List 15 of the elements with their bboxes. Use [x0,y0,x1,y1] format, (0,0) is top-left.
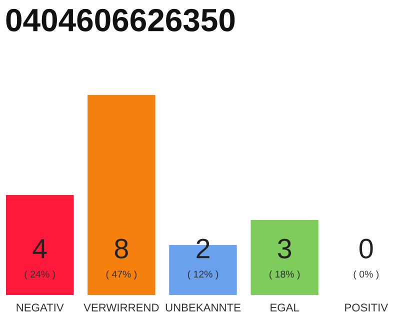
annotation: ( 18% ) [270,270,300,280]
annotation: ( 0% ) [354,270,379,280]
annotation: ( 12% ) [188,270,218,280]
x-tick-label: UNBEKANNTE [166,304,240,312]
data-label: 8 [114,238,128,258]
chart-title: 0404606626350 [6,8,235,32]
data-label: 4 [32,239,47,258]
data-label: 3 [278,238,292,258]
annotation: ( 24% ) [24,270,55,280]
annotation: ( 47% ) [106,270,136,280]
x-tick-label: EGAL [270,304,300,312]
x-tick-label: POSITIV [345,304,388,312]
x-tick-label: VERWIRREND [84,304,159,312]
x-tick-label: NEGATIV [16,304,64,312]
data-label: 0 [360,238,373,258]
